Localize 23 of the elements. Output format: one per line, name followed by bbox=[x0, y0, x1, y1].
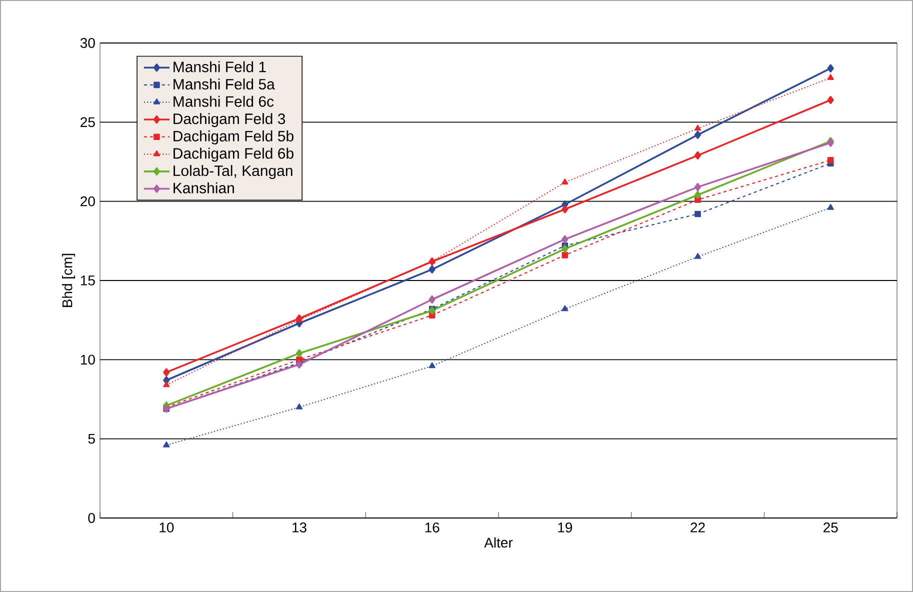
x-tick-label: 22 bbox=[690, 522, 705, 532]
legend-label: Dachigam Feld 5b bbox=[174, 130, 294, 144]
y-tick-label: 5 bbox=[88, 434, 95, 444]
legend-label: Lolab-Tal, Kangan bbox=[174, 165, 292, 180]
legend-label: Manshi Feld 1 bbox=[174, 61, 266, 72]
y-axis-title: Bhd [cm] bbox=[62, 254, 76, 307]
x-tick-label: 10 bbox=[160, 522, 174, 532]
x-axis-title: Alter bbox=[484, 537, 513, 548]
legend-label: Dachigam Feld 3 bbox=[174, 113, 286, 128]
y-tick-label: 0 bbox=[88, 513, 95, 523]
y-tick-label: 15 bbox=[80, 276, 95, 286]
x-tick-label: 25 bbox=[824, 522, 838, 532]
y-tick-label: 10 bbox=[80, 354, 95, 365]
legend-label: Manshi Feld 6c bbox=[174, 96, 274, 107]
y-tick-label: 30 bbox=[80, 38, 95, 48]
x-tick-label: 13 bbox=[292, 522, 306, 532]
legend-label: Dachigam Feld 6b bbox=[174, 148, 294, 162]
x-tick-label: 16 bbox=[425, 522, 440, 532]
legend-label: Kanshian bbox=[174, 182, 234, 194]
legend-label: Manshi Feld 5a bbox=[174, 78, 275, 90]
y-tick-label: 20 bbox=[80, 196, 95, 206]
x-tick-label: 19 bbox=[558, 522, 572, 532]
y-tick-label: 25 bbox=[80, 117, 95, 128]
